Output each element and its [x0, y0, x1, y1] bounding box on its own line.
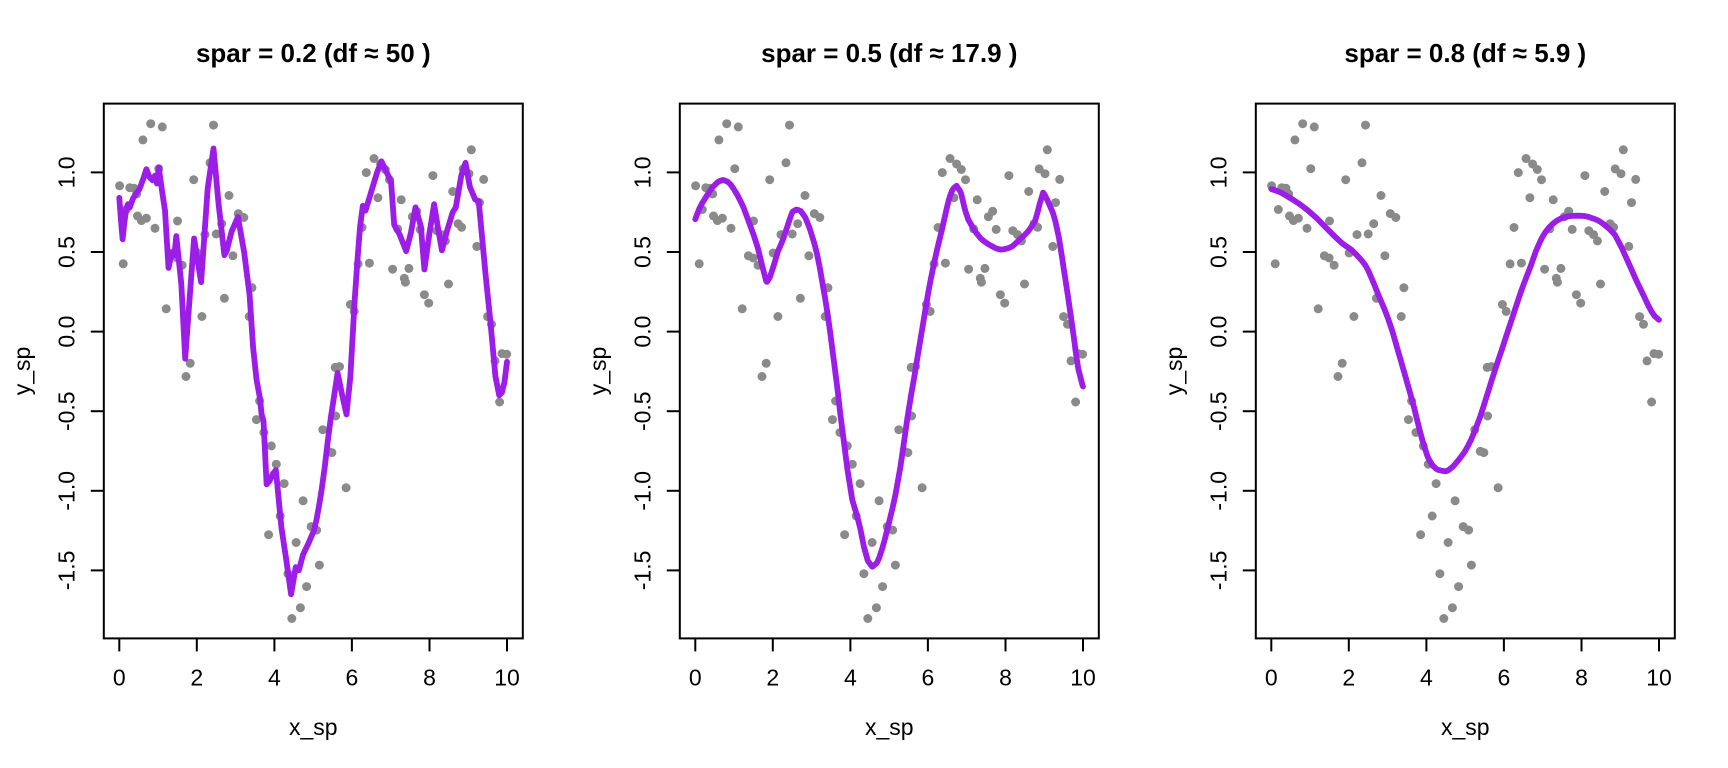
svg-text:y_sp: y_sp	[9, 347, 35, 396]
svg-text:6: 6	[922, 665, 935, 691]
svg-text:2: 2	[766, 665, 779, 691]
svg-text:spar = 0.2 (df ≈ 50 ): spar = 0.2 (df ≈ 50 )	[196, 38, 431, 68]
svg-text:spar = 0.8 (df ≈ 5.9 ): spar = 0.8 (df ≈ 5.9 )	[1344, 38, 1586, 68]
svg-text:-1.0: -1.0	[1205, 471, 1231, 511]
svg-text:1.0: 1.0	[53, 156, 79, 188]
svg-text:x_sp: x_sp	[1441, 714, 1490, 740]
svg-text:8: 8	[999, 665, 1012, 691]
svg-text:0.0: 0.0	[1205, 316, 1231, 348]
svg-text:6: 6	[1498, 665, 1511, 691]
svg-text:4: 4	[268, 665, 281, 691]
svg-text:2: 2	[190, 665, 203, 691]
svg-text:-0.5: -0.5	[629, 391, 655, 431]
svg-text:0: 0	[113, 665, 126, 691]
svg-text:0.5: 0.5	[1205, 236, 1231, 268]
svg-text:4: 4	[1420, 665, 1433, 691]
svg-text:y_sp: y_sp	[1161, 347, 1187, 396]
svg-text:0: 0	[689, 665, 702, 691]
svg-text:0.5: 0.5	[629, 236, 655, 268]
svg-text:-0.5: -0.5	[1205, 391, 1231, 431]
svg-text:4: 4	[844, 665, 857, 691]
svg-text:spar = 0.5 (df ≈ 17.9 ): spar = 0.5 (df ≈ 17.9 )	[761, 38, 1017, 68]
svg-text:0.0: 0.0	[629, 316, 655, 348]
svg-text:2: 2	[1342, 665, 1355, 691]
svg-text:x_sp: x_sp	[289, 714, 338, 740]
svg-text:-1.0: -1.0	[53, 471, 79, 511]
svg-text:10: 10	[494, 665, 520, 691]
svg-text:-1.5: -1.5	[1205, 551, 1231, 591]
svg-text:-0.5: -0.5	[53, 391, 79, 431]
svg-text:-1.5: -1.5	[53, 551, 79, 591]
svg-text:x_sp: x_sp	[865, 714, 914, 740]
svg-text:8: 8	[423, 665, 436, 691]
svg-text:0: 0	[1265, 665, 1278, 691]
svg-text:8: 8	[1575, 665, 1588, 691]
svg-text:0.0: 0.0	[53, 316, 79, 348]
svg-text:10: 10	[1070, 665, 1096, 691]
svg-text:10: 10	[1646, 665, 1672, 691]
svg-text:0.5: 0.5	[53, 236, 79, 268]
svg-text:-1.5: -1.5	[629, 551, 655, 591]
svg-text:1.0: 1.0	[629, 156, 655, 188]
svg-text:6: 6	[346, 665, 359, 691]
svg-text:1.0: 1.0	[1205, 156, 1231, 188]
svg-text:y_sp: y_sp	[585, 347, 611, 396]
svg-text:-1.0: -1.0	[629, 471, 655, 511]
